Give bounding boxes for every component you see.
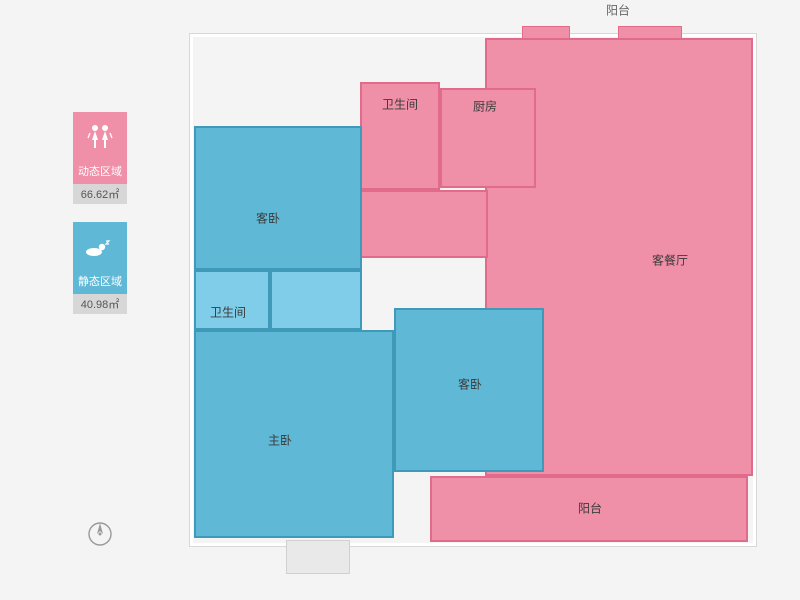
floorplan: 客餐厅卫生间厨房阳台客卧卫生间主卧客卧 <box>170 10 760 590</box>
legend-static-value: 40.98㎡ <box>73 294 127 314</box>
people-icon <box>84 122 116 150</box>
room-corridor <box>270 270 362 330</box>
room-label-chufang: 厨房 <box>473 98 497 115</box>
legend-dynamic-value: 66.62㎡ <box>73 184 127 204</box>
sleep-icon <box>84 232 116 260</box>
balcony-slab <box>286 540 350 574</box>
room-weishengjian2 <box>194 270 270 330</box>
legend-dynamic-title: 动态区域 <box>73 160 127 184</box>
room-label-kewo2: 客卧 <box>458 376 482 393</box>
room-kewo1 <box>194 126 362 270</box>
room-zhuwo <box>194 330 394 538</box>
room-label-weishengjian2: 卫生间 <box>210 304 246 321</box>
room-hallway <box>360 190 488 258</box>
legend-dynamic-swatch <box>73 112 127 160</box>
legend-dynamic: 动态区域 66.62㎡ <box>68 112 132 204</box>
room-label-weishengjian1: 卫生间 <box>382 96 418 113</box>
label-balcony-top: 阳台 <box>606 2 630 19</box>
compass-icon <box>86 520 114 548</box>
legend-panel: 动态区域 66.62㎡ 静态区域 40.98㎡ <box>68 112 132 332</box>
room-label-kewo1: 客卧 <box>256 210 280 227</box>
legend-static-swatch <box>73 222 127 270</box>
room-label-kecanting: 客餐厅 <box>652 252 688 269</box>
room-label-zhuwo: 主卧 <box>268 432 292 449</box>
legend-static-title: 静态区域 <box>73 270 127 294</box>
room-label-yangtai2: 阳台 <box>578 500 602 517</box>
legend-static: 静态区域 40.98㎡ <box>68 222 132 314</box>
